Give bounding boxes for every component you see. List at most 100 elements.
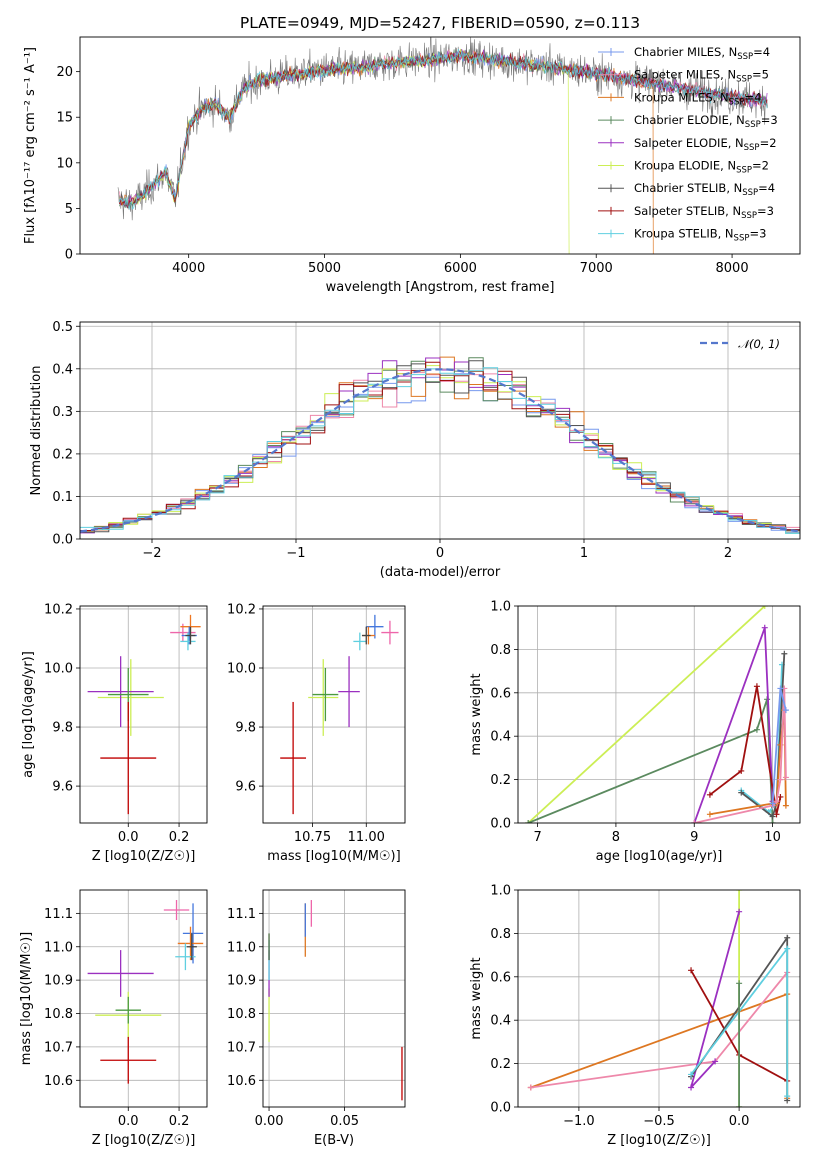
data-point-marker <box>736 908 743 915</box>
y-tick-label: 0.0 <box>490 817 511 832</box>
y-tick-label: 10.7 <box>44 1040 73 1055</box>
y-tick-label: 10.7 <box>227 1040 256 1055</box>
panel-mass-weight-vs-Z: −1.0 −0.5 0.0 0.0 0.2 0.4 0.6 0.8 1.0 Z [log10(Z/… <box>469 884 801 1148</box>
y-tick-label: 0.8 <box>490 643 511 658</box>
mass-weight-line <box>740 653 786 819</box>
y-tick-label: 10.0 <box>44 662 73 677</box>
data-point-marker <box>773 811 780 818</box>
data-point-marker <box>777 685 784 692</box>
axes-frame <box>79 36 801 255</box>
axes-frame <box>517 889 801 1108</box>
x-tick-label: −2 <box>142 546 161 561</box>
y-tick-label: 9.6 <box>52 780 73 795</box>
data-point-marker <box>781 650 788 657</box>
data-point-marker <box>761 624 768 631</box>
x-axis-label: (data-model)/error <box>380 565 501 580</box>
x-tick-label: 1 <box>580 546 588 561</box>
y-tick-label: 0.4 <box>490 730 511 745</box>
data-point-marker <box>782 774 789 781</box>
y-tick-label: 1.0 <box>490 600 511 615</box>
plot-area <box>268 900 403 1101</box>
normal-curve <box>80 368 800 533</box>
data-point-marker <box>706 811 713 818</box>
mass-weight-line <box>693 627 774 823</box>
data-point-marker <box>753 726 760 733</box>
x-axis-label: Z [log10(Z/Z☉)] <box>92 1133 196 1148</box>
axes-frame <box>79 605 208 824</box>
y-tick-label: 10.9 <box>44 974 73 989</box>
y-tick-label: 0.6 <box>490 686 511 701</box>
legend-entry: Salpeter MILES, NSSP=5 <box>634 68 769 85</box>
panel-Z-vs-mass: 0.0 0.2 10.6 10.7 10.8 10.9 11.0 11.1 Z [log10(Z… <box>19 889 208 1148</box>
data-point-marker <box>688 967 695 974</box>
y-tick-label: 10.0 <box>227 662 256 677</box>
data-point-marker <box>736 890 743 893</box>
x-axis-label: Z [log10(Z/Z☉)] <box>607 1133 711 1148</box>
x-tick-label: 0.0 <box>729 1114 750 1129</box>
y-tick-label: 10.8 <box>44 1007 73 1022</box>
plot-area <box>80 356 800 534</box>
data-point-marker <box>525 820 532 823</box>
data-point-marker <box>736 980 743 987</box>
x-tick-label: 4000 <box>172 261 205 276</box>
y-tick-label: 0.3 <box>52 405 73 420</box>
panel-EBV-vs-mass: 0.00 0.05 10.6 10.7 10.8 10.9 11.0 11.1 E(B-V) <box>227 889 406 1148</box>
legend-entry: Chabrier MILES, NSSP=4 <box>634 45 770 62</box>
x-axis-label: E(B-V) <box>314 1133 354 1148</box>
axes-frame <box>517 605 801 824</box>
x-tick-label: 6000 <box>444 261 477 276</box>
data-point-marker <box>736 1104 743 1107</box>
y-axis-label: mass weight <box>469 673 484 755</box>
data-point-marker <box>784 934 791 941</box>
data-point-marker <box>691 820 698 823</box>
data-point-marker <box>782 707 789 714</box>
plot-area <box>527 890 791 1107</box>
x-tick-label: 8000 <box>716 261 749 276</box>
legend-entry: Chabrier STELIB, NSSP=4 <box>634 181 775 198</box>
y-tick-label: 0.0 <box>490 1101 511 1116</box>
x-tick-label: −0.5 <box>643 1114 675 1129</box>
y-tick-label: 0.2 <box>490 773 511 788</box>
x-tick-label: 0.0 <box>118 1114 139 1129</box>
y-tick-label: 11.1 <box>44 907 73 922</box>
data-point-marker <box>773 798 780 805</box>
data-point-marker <box>777 776 784 783</box>
y-tick-label: 10.8 <box>227 1007 256 1022</box>
data-point-marker <box>769 800 776 807</box>
y-tick-label: 0 <box>65 248 73 263</box>
x-tick-label: 0.2 <box>169 1114 190 1129</box>
axes-frame <box>262 605 406 824</box>
data-point-marker <box>782 802 789 809</box>
x-tick-label: 0 <box>436 546 444 561</box>
y-axis-label: mass [log10(M/M☉)] <box>19 932 34 1065</box>
panel-Z-vs-age: 0.0 0.2 9.6 9.8 10.0 10.2 Z [log10(Z/Z☉)] age [… <box>21 602 208 864</box>
x-tick-label: 2 <box>724 546 732 561</box>
data-point-marker <box>688 1071 695 1078</box>
y-tick-label: 11.0 <box>227 940 256 955</box>
x-tick-label: 9 <box>690 830 698 845</box>
data-point-marker <box>761 606 768 609</box>
legend-entry: Chabrier ELODIE, NSSP=3 <box>634 113 778 130</box>
data-point-marker <box>784 1093 791 1100</box>
legend-entry: 𝒩(0, 1) <box>738 337 780 351</box>
x-tick-label: 0.05 <box>330 1114 359 1129</box>
plot-area <box>87 900 204 1084</box>
y-tick-label: 0.6 <box>490 970 511 985</box>
x-tick-label: 8 <box>612 830 620 845</box>
y-tick-label: 0.4 <box>52 362 73 377</box>
axes-frame <box>79 889 208 1108</box>
figure-title: PLATE=0949, MJD=52427, FIBERID=0590, z=0… <box>240 14 640 32</box>
x-tick-label: 0.2 <box>169 830 190 845</box>
y-tick-label: 15 <box>56 111 73 126</box>
plot-area <box>117 37 768 254</box>
x-axis-label: Z [log10(Z/Z☉)] <box>92 849 196 864</box>
legend-entry: Kroupa MILES, NSSP=4 <box>634 90 761 107</box>
y-tick-label: 11.1 <box>227 907 256 922</box>
y-tick-label: 10 <box>56 156 73 171</box>
data-point-marker <box>738 767 745 774</box>
x-tick-label: 5000 <box>308 261 341 276</box>
y-axis-label: Flux [fλ10⁻¹⁷ erg cm⁻² s⁻¹ A⁻¹] <box>23 47 38 244</box>
y-tick-label: 1.0 <box>490 884 511 899</box>
y-tick-label: 20 <box>56 65 73 80</box>
